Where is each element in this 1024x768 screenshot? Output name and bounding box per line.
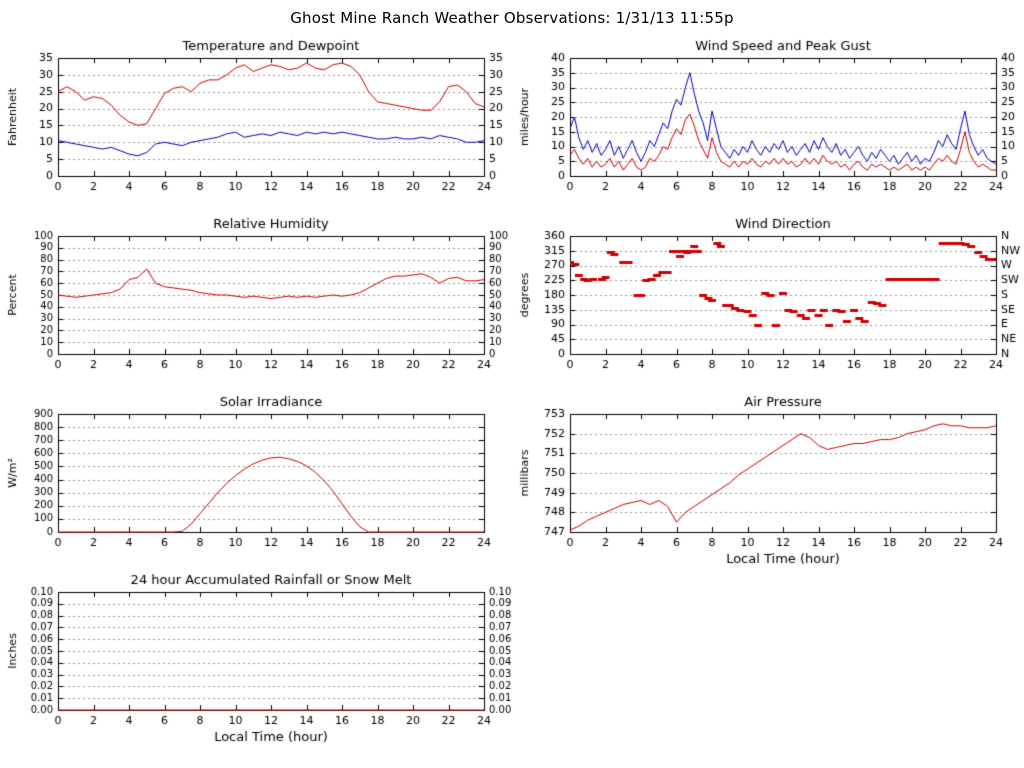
page-title: Ghost Mine Ranch Weather Observations: 1… <box>290 9 734 27</box>
chart-wind-speed-gust <box>512 36 1024 214</box>
chart-air-pressure <box>512 392 1024 570</box>
chart-relative-humidity <box>0 214 512 392</box>
charts-grid <box>0 36 1024 748</box>
chart-rainfall <box>0 570 512 748</box>
chart-temperature-dewpoint <box>0 36 512 214</box>
chart-solar-irradiance <box>0 392 512 570</box>
chart-wind-direction <box>512 214 1024 392</box>
